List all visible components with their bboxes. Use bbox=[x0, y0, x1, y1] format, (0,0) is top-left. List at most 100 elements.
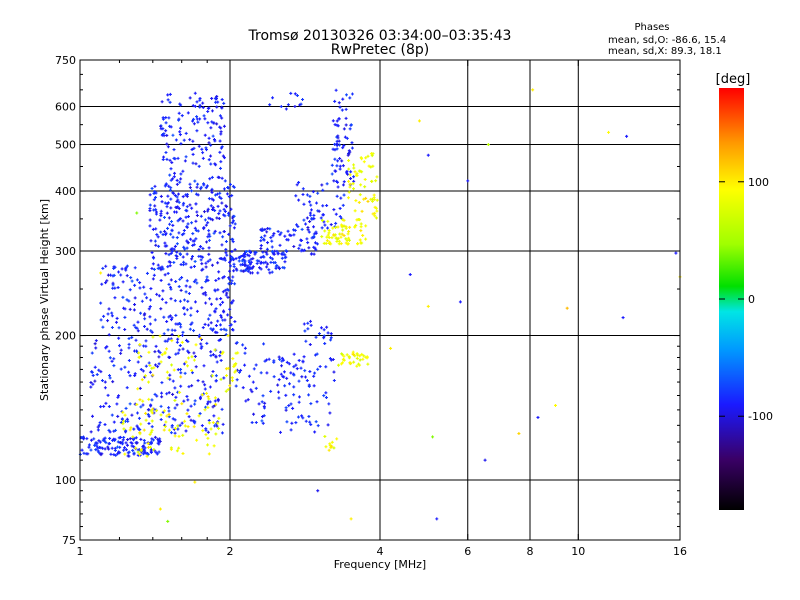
o-mode-point bbox=[308, 370, 312, 374]
x-mode-point bbox=[355, 364, 359, 368]
o-mode-point bbox=[301, 192, 305, 196]
o-mode-point bbox=[283, 384, 287, 388]
o-mode-point bbox=[192, 329, 196, 333]
o-mode-point bbox=[93, 365, 97, 369]
o-mode-point bbox=[321, 204, 325, 208]
o-mode-point bbox=[266, 262, 270, 266]
o-mode-point bbox=[228, 277, 232, 281]
o-mode-point bbox=[302, 218, 306, 222]
o-mode-point bbox=[164, 129, 168, 133]
o-mode-point bbox=[131, 448, 135, 452]
o-mode-point bbox=[246, 264, 250, 268]
x-mode-point bbox=[364, 237, 368, 241]
x-mode-point bbox=[150, 419, 154, 423]
o-mode-point bbox=[235, 378, 239, 382]
o-mode-point bbox=[220, 176, 224, 180]
o-mode-point bbox=[106, 312, 110, 316]
o-mode-point bbox=[182, 399, 186, 403]
o-mode-point bbox=[209, 217, 213, 221]
o-mode-point bbox=[113, 446, 117, 450]
o-mode-point bbox=[227, 195, 231, 199]
o-mode-point bbox=[169, 251, 173, 255]
o-mode-point bbox=[114, 453, 118, 457]
o-mode-point bbox=[338, 157, 342, 161]
o-mode-point bbox=[160, 297, 164, 301]
o-mode-point bbox=[294, 363, 298, 367]
x-mode-point bbox=[359, 183, 363, 187]
o-mode-point bbox=[139, 405, 143, 409]
o-mode-point bbox=[178, 344, 182, 348]
o-mode-point bbox=[99, 301, 103, 305]
o-mode-point bbox=[197, 144, 201, 148]
o-mode-point bbox=[170, 161, 174, 165]
x-mode-point bbox=[190, 355, 194, 359]
x-mode-point bbox=[143, 374, 147, 378]
o-mode-point bbox=[115, 402, 119, 406]
o-mode-point bbox=[230, 257, 234, 261]
o-mode-point bbox=[80, 448, 84, 452]
o-mode-point bbox=[177, 111, 181, 115]
o-mode-point bbox=[247, 254, 251, 258]
x-mode-point bbox=[231, 357, 235, 361]
o-mode-point bbox=[185, 246, 189, 250]
o-mode-point bbox=[171, 392, 175, 396]
o-mode-point bbox=[270, 270, 274, 274]
o-mode-point bbox=[174, 352, 178, 356]
y-tick-label: 300 bbox=[55, 245, 76, 258]
o-mode-point bbox=[108, 436, 112, 440]
o-mode-point bbox=[109, 452, 113, 456]
o-mode-point bbox=[314, 231, 318, 235]
o-mode-point bbox=[193, 91, 197, 95]
o-mode-point bbox=[282, 358, 286, 362]
o-mode-point bbox=[168, 92, 172, 96]
o-mode-point bbox=[230, 194, 234, 198]
outlier-point bbox=[486, 143, 490, 147]
o-mode-point bbox=[182, 298, 186, 302]
o-mode-point bbox=[329, 336, 333, 340]
x-mode-point bbox=[165, 347, 169, 351]
o-mode-point bbox=[277, 355, 281, 359]
o-mode-point bbox=[219, 196, 223, 200]
o-mode-point bbox=[263, 227, 267, 231]
o-mode-point bbox=[150, 251, 154, 255]
o-mode-point bbox=[301, 416, 305, 420]
x-mode-point bbox=[348, 182, 352, 186]
o-mode-point bbox=[214, 355, 218, 359]
o-mode-point bbox=[191, 243, 195, 247]
o-mode-point bbox=[259, 247, 263, 251]
o-mode-point bbox=[136, 320, 140, 324]
o-mode-point bbox=[173, 193, 177, 197]
o-mode-point bbox=[216, 319, 220, 323]
o-mode-point bbox=[200, 286, 204, 290]
o-mode-point bbox=[192, 122, 196, 126]
o-mode-point bbox=[104, 401, 108, 405]
o-mode-point bbox=[213, 162, 217, 166]
x-mode-point bbox=[140, 378, 144, 382]
o-mode-point bbox=[210, 109, 214, 113]
o-mode-point bbox=[174, 395, 178, 399]
o-mode-point bbox=[138, 286, 142, 290]
o-mode-point bbox=[181, 203, 185, 207]
o-mode-point bbox=[265, 252, 269, 256]
o-mode-point bbox=[101, 266, 105, 270]
o-mode-point bbox=[183, 159, 187, 163]
o-mode-point bbox=[190, 221, 194, 225]
o-mode-point bbox=[150, 398, 154, 402]
o-mode-point bbox=[154, 363, 158, 367]
x-mode-point bbox=[175, 449, 179, 453]
o-mode-point bbox=[292, 373, 296, 377]
o-mode-point bbox=[102, 437, 106, 441]
o-mode-point bbox=[228, 224, 232, 228]
o-mode-point bbox=[344, 93, 348, 97]
o-mode-point bbox=[218, 114, 222, 118]
o-mode-point bbox=[192, 280, 196, 284]
o-mode-point bbox=[168, 222, 172, 226]
o-mode-point bbox=[175, 182, 179, 186]
o-mode-point bbox=[206, 221, 210, 225]
o-mode-point bbox=[206, 400, 210, 404]
o-mode-point bbox=[286, 103, 290, 107]
o-mode-point bbox=[235, 341, 239, 345]
o-mode-point bbox=[308, 194, 312, 198]
o-mode-point bbox=[190, 371, 194, 375]
